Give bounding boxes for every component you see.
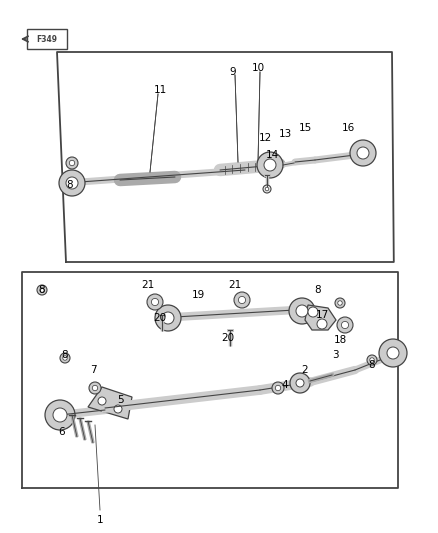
Text: 1: 1 (97, 515, 103, 525)
Text: 17: 17 (315, 310, 328, 320)
Text: 8: 8 (314, 285, 321, 295)
Text: 4: 4 (282, 380, 288, 390)
Circle shape (272, 382, 284, 394)
Text: 18: 18 (333, 335, 346, 345)
Circle shape (265, 187, 269, 191)
Text: 20: 20 (222, 333, 235, 343)
Circle shape (152, 298, 159, 305)
Text: 7: 7 (90, 365, 96, 375)
Circle shape (147, 294, 163, 310)
Circle shape (276, 385, 281, 391)
Text: 2: 2 (302, 365, 308, 375)
Text: 13: 13 (279, 129, 292, 139)
Text: 3: 3 (332, 350, 338, 360)
Circle shape (387, 347, 399, 359)
Circle shape (53, 408, 67, 422)
Text: 15: 15 (298, 123, 311, 133)
Polygon shape (305, 305, 336, 330)
Text: 14: 14 (265, 150, 279, 160)
Text: 9: 9 (230, 67, 237, 77)
Polygon shape (88, 387, 132, 419)
Circle shape (367, 355, 377, 365)
Text: 8: 8 (39, 285, 45, 295)
Text: 8: 8 (369, 360, 375, 370)
Circle shape (37, 285, 47, 295)
Circle shape (379, 339, 407, 367)
Circle shape (92, 385, 98, 391)
Circle shape (66, 177, 78, 189)
Text: 21: 21 (141, 280, 155, 290)
Circle shape (114, 405, 122, 413)
Circle shape (338, 301, 342, 305)
Circle shape (98, 397, 106, 405)
Circle shape (59, 170, 85, 196)
Circle shape (341, 321, 349, 329)
Text: 19: 19 (191, 290, 205, 300)
Text: F349: F349 (36, 35, 57, 44)
Circle shape (162, 312, 174, 324)
Circle shape (63, 356, 67, 360)
Circle shape (66, 157, 78, 169)
Circle shape (238, 296, 246, 304)
Circle shape (317, 319, 327, 329)
Circle shape (357, 147, 369, 159)
FancyBboxPatch shape (27, 29, 67, 49)
Circle shape (296, 379, 304, 387)
Circle shape (89, 382, 101, 394)
Circle shape (45, 400, 75, 430)
Text: 8: 8 (62, 350, 68, 360)
Circle shape (263, 185, 271, 193)
Circle shape (296, 305, 308, 317)
Text: 10: 10 (251, 63, 265, 73)
Text: 20: 20 (153, 313, 166, 323)
Circle shape (60, 353, 70, 363)
Text: 5: 5 (117, 395, 124, 405)
Circle shape (257, 152, 283, 178)
Circle shape (350, 140, 376, 166)
Text: 11: 11 (153, 85, 166, 95)
Circle shape (335, 298, 345, 308)
Circle shape (155, 305, 181, 331)
Text: 12: 12 (258, 133, 272, 143)
Circle shape (69, 160, 75, 166)
Circle shape (289, 298, 315, 324)
Text: 16: 16 (341, 123, 355, 133)
Circle shape (290, 373, 310, 393)
Circle shape (337, 317, 353, 333)
Circle shape (308, 307, 318, 317)
Circle shape (234, 292, 250, 308)
Text: 8: 8 (67, 180, 73, 190)
Circle shape (40, 288, 44, 292)
Circle shape (264, 159, 276, 171)
Text: 21: 21 (228, 280, 242, 290)
Circle shape (370, 358, 374, 362)
Text: 6: 6 (59, 427, 65, 437)
